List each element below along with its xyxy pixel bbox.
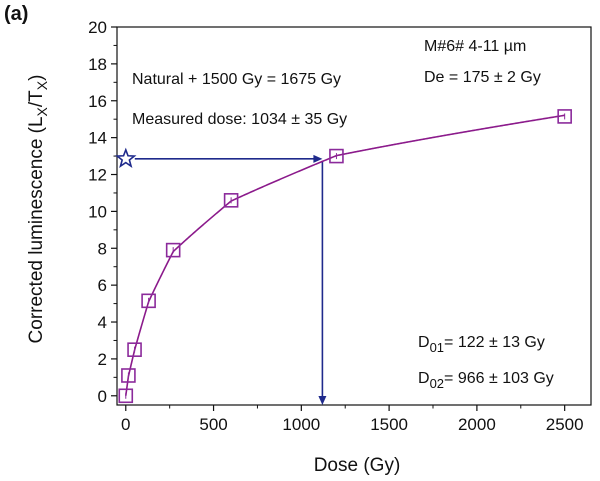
- y-tick-label: 20: [88, 18, 107, 37]
- data-point: [127, 342, 142, 357]
- x-axis-title: Dose (Gy): [314, 455, 401, 476]
- data-point: [121, 368, 136, 383]
- data-point: [118, 388, 134, 404]
- panel-label: (a): [4, 3, 28, 25]
- y-tick-label: 0: [98, 387, 107, 406]
- y-tick-label: 4: [98, 313, 107, 332]
- sample-label: M#6# 4-11 µm: [424, 38, 526, 55]
- guide-lines: [115, 147, 327, 405]
- horizontal-arrowhead: [313, 154, 323, 163]
- x-tick-label: 2500: [546, 415, 584, 434]
- y-tick-label: 8: [98, 239, 107, 258]
- measured-dose-label: Measured dose: 1034 ± 35 Gy: [132, 111, 347, 128]
- y-tick-label: 2: [98, 350, 107, 369]
- d01-label: D01= 122 ± 13 Gy: [418, 334, 545, 355]
- x-tick-label: 1500: [370, 415, 408, 434]
- y-tick-label: 16: [88, 92, 107, 111]
- y-tick-label: 10: [88, 202, 107, 221]
- data-point: [557, 109, 572, 124]
- y-tick-label: 14: [88, 129, 107, 148]
- x-tick-label: 0: [121, 415, 130, 434]
- vertical-arrowhead: [318, 396, 327, 405]
- data-point: [223, 193, 239, 208]
- axis-ticks: 0 500 1000 1500 2000 2500 0 2 4 6 8 10 12 14 16 18 20: [88, 18, 584, 434]
- y-tick-label: 12: [88, 166, 107, 185]
- y-tick-label: 18: [88, 55, 107, 74]
- x-tick-label: 500: [199, 415, 227, 434]
- d02-label: D02= 966 ± 103 Gy: [418, 370, 554, 391]
- y-axis-title: Corrected luminescence (LX/TX): [26, 75, 50, 344]
- data-point: [329, 148, 344, 164]
- x-tick-label: 1000: [282, 415, 320, 434]
- de-label: De = 175 ± 2 Gy: [424, 69, 541, 86]
- data-point: [165, 242, 181, 258]
- plot-frame: [116, 26, 592, 406]
- x-tick-label: 2000: [458, 415, 496, 434]
- fit-curve-group: [124, 114, 565, 396]
- fit-curve: [124, 114, 565, 396]
- given-dose-label: Natural + 1500 Gy = 1675 Gy: [132, 71, 341, 88]
- data-points: [118, 109, 572, 404]
- natural-signal-star: [115, 147, 137, 168]
- data-point: [141, 293, 156, 309]
- y-tick-label: 6: [98, 276, 107, 295]
